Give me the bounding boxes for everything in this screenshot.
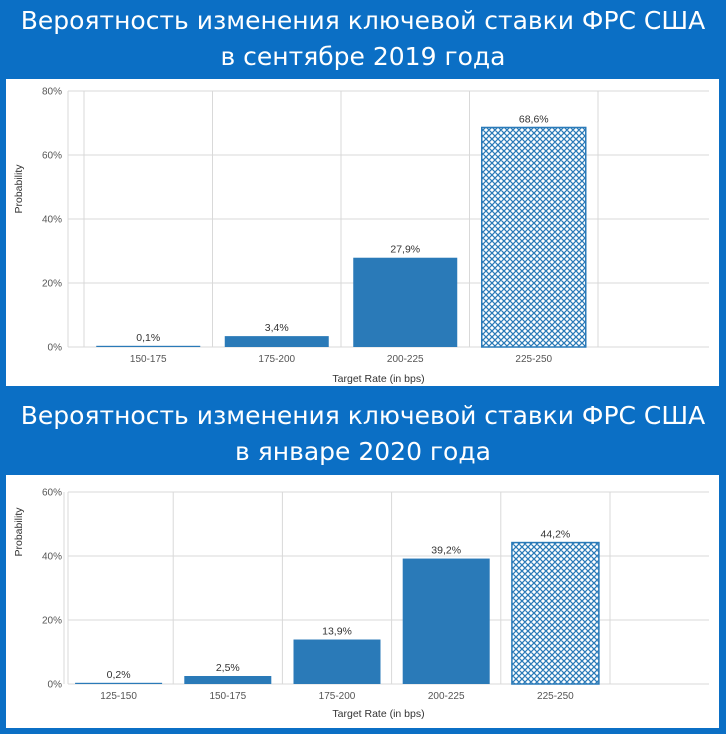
title-banner-2: Вероятность изменения ключевой ставки ФР…	[0, 398, 726, 470]
y-axis-label: Probability	[13, 164, 25, 214]
data-label: 0,2%	[107, 669, 131, 681]
y-tick-label: 20%	[42, 279, 62, 290]
data-label: 27,9%	[390, 244, 420, 256]
data-label: 2,5%	[216, 662, 240, 674]
bar-150-175	[184, 676, 272, 684]
x-axis-label: Target Rate (in bps)	[332, 373, 424, 385]
chart-1: 0% 20% 40% 60% 80% 0,1% 150-175 3,4% 175-200 27,9…	[13, 87, 709, 385]
bar-175-200	[293, 639, 381, 684]
bar-150-175	[96, 345, 201, 347]
plot-area: 0% 20% 40% 60% 80% 0,1% 150-175 3,4% 175-200 27,9…	[42, 87, 709, 365]
x-tick-label: 150-175	[130, 354, 167, 365]
y-tick-label: 60%	[42, 488, 62, 499]
x-axis-label: Target Rate (in bps)	[332, 708, 424, 720]
bar-125-150	[75, 682, 163, 684]
x-tick-label: 150-175	[209, 691, 246, 702]
data-label: 68,6%	[519, 113, 549, 125]
x-tick-label: 175-200	[319, 691, 356, 702]
y-tick-label: 0%	[48, 680, 63, 691]
x-tick-label: 225-250	[515, 354, 552, 365]
chart-2: 0% 20% 40% 60% 0,2% 125-150 2,5% 150-175 13,9% 17…	[13, 488, 709, 720]
y-tick-label: 60%	[42, 151, 62, 162]
x-tick-label: 125-150	[100, 691, 137, 702]
x-tick-label: 200-225	[428, 691, 465, 702]
bar-225-250	[481, 126, 587, 348]
title-line-2: в январе 2020 года	[235, 437, 491, 466]
data-label: 13,9%	[322, 626, 352, 638]
x-tick-label: 175-200	[258, 354, 295, 365]
data-label: 3,4%	[265, 322, 289, 334]
y-tick-label: 40%	[42, 215, 62, 226]
y-tick-label: 80%	[42, 87, 62, 98]
title-line-2: в сентябре 2019 года	[220, 42, 506, 71]
plot-area: 0% 20% 40% 60% 0,2% 125-150 2,5% 150-175 13,9% 17…	[42, 488, 709, 702]
y-axis-label: Probability	[13, 507, 25, 557]
chart-panel-1: 0% 20% 40% 60% 80% 0,1% 150-175 3,4% 175-200 27,9…	[6, 79, 719, 386]
title-line-1: Вероятность изменения ключевой ставки ФР…	[20, 6, 706, 35]
data-label: 0,1%	[136, 332, 160, 344]
title-line-1: Вероятность изменения ключевой ставки ФР…	[20, 401, 706, 430]
y-tick-label: 40%	[42, 552, 62, 563]
x-tick-label: 225-250	[537, 691, 574, 702]
title-banner-1: Вероятность изменения ключевой ставки ФР…	[0, 3, 726, 75]
x-tick-label: 200-225	[387, 354, 424, 365]
bar-200-225	[402, 558, 490, 684]
bar-175-200	[224, 336, 329, 347]
y-tick-label: 20%	[42, 616, 62, 627]
y-tick-label: 0%	[48, 343, 63, 354]
data-label: 44,2%	[541, 529, 571, 541]
chart-panel-2: 0% 20% 40% 60% 0,2% 125-150 2,5% 150-175 13,9% 17…	[6, 475, 719, 728]
bar-200-225	[353, 257, 458, 347]
bar-225-250	[511, 541, 600, 685]
data-label: 39,2%	[431, 545, 461, 557]
